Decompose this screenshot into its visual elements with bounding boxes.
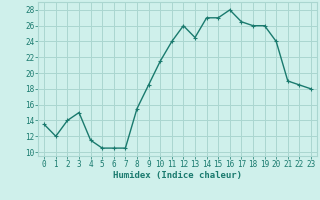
X-axis label: Humidex (Indice chaleur): Humidex (Indice chaleur) xyxy=(113,171,242,180)
